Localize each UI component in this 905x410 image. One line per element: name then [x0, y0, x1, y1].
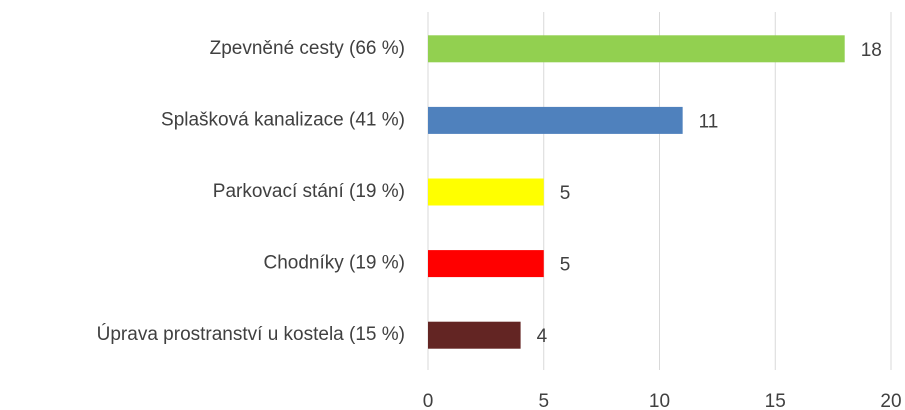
y-tick-label: Úprava prostranství u kostela (15 %) [97, 323, 405, 345]
y-tick-label: Splašková kanalizace (41 %) [161, 109, 405, 130]
x-tick-label: 0 [423, 391, 434, 410]
y-tick-label: Zpevněné cesty (66 %) [210, 38, 405, 59]
x-tick-label: 15 [765, 391, 786, 410]
data-label: 5 [560, 255, 571, 276]
data-label: 5 [560, 183, 571, 204]
bar [428, 321, 521, 349]
bar [428, 178, 544, 206]
data-label: 11 [699, 111, 719, 132]
bar [428, 106, 683, 134]
bar [428, 35, 845, 63]
data-label: 4 [537, 326, 548, 347]
x-tick-label: 10 [649, 391, 670, 410]
y-tick-label: Chodníky (19 %) [263, 253, 405, 274]
data-label: 18 [861, 40, 882, 61]
bar [428, 250, 544, 278]
y-tick-label: Parkovací stání (19 %) [213, 181, 405, 202]
x-tick-label: 5 [538, 391, 549, 410]
x-tick-label: 20 [880, 391, 901, 410]
